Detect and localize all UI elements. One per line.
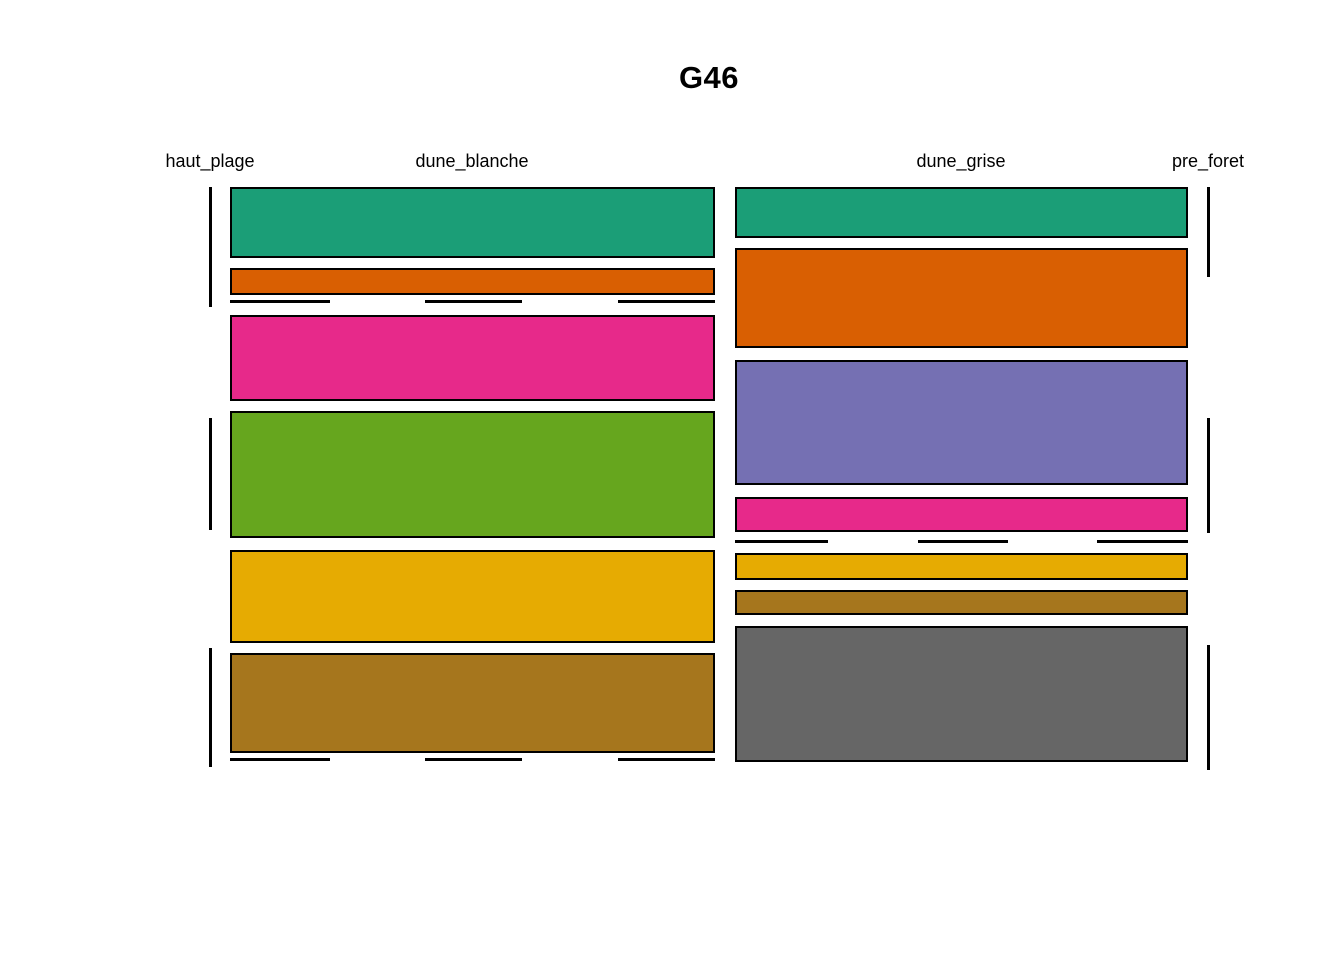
column-label-dune-grise: dune_grise — [916, 151, 1006, 171]
column-label-haut-plage: haut_plage — [165, 151, 255, 171]
mosaic-cell — [735, 590, 1188, 615]
mosaic-zero-cell-dash — [425, 300, 522, 303]
mosaic-zero-width-column-segment — [1207, 187, 1210, 277]
mosaic-zero-cell-dash — [1097, 540, 1188, 543]
mosaic-zero-width-column-segment — [1207, 645, 1210, 770]
mosaic-zero-cell-dash — [425, 758, 522, 761]
column-label-pre-foret: pre_foret — [1171, 151, 1245, 171]
mosaic-cell — [230, 268, 715, 295]
mosaic-cell — [230, 315, 715, 401]
mosaic-cell — [735, 553, 1188, 580]
mosaic-zero-cell-dash — [230, 758, 330, 761]
mosaic-zero-width-column-segment — [209, 187, 212, 307]
mosaic-zero-width-column-segment — [209, 648, 212, 767]
mosaic-zero-cell-dash — [618, 300, 715, 303]
mosaic-zero-cell-dash — [735, 540, 828, 543]
mosaic-cell — [735, 626, 1188, 762]
mosaic-cell — [230, 653, 715, 753]
mosaic-zero-width-column-segment — [1207, 418, 1210, 533]
mosaic-cell — [735, 248, 1188, 348]
mosaic-zero-width-column-segment — [209, 418, 212, 530]
mosaic-cell — [230, 550, 715, 643]
chart-title: G46 — [678, 60, 740, 95]
mosaic-cell — [230, 411, 715, 538]
mosaic-cell — [230, 187, 715, 258]
mosaic-zero-cell-dash — [230, 300, 330, 303]
mosaic-zero-cell-dash — [918, 540, 1008, 543]
column-label-dune-blanche: dune_blanche — [415, 151, 529, 171]
mosaic-cell — [735, 497, 1188, 532]
mosaic-cell — [735, 360, 1188, 485]
mosaic-cell — [735, 187, 1188, 238]
mosaic-zero-cell-dash — [618, 758, 715, 761]
